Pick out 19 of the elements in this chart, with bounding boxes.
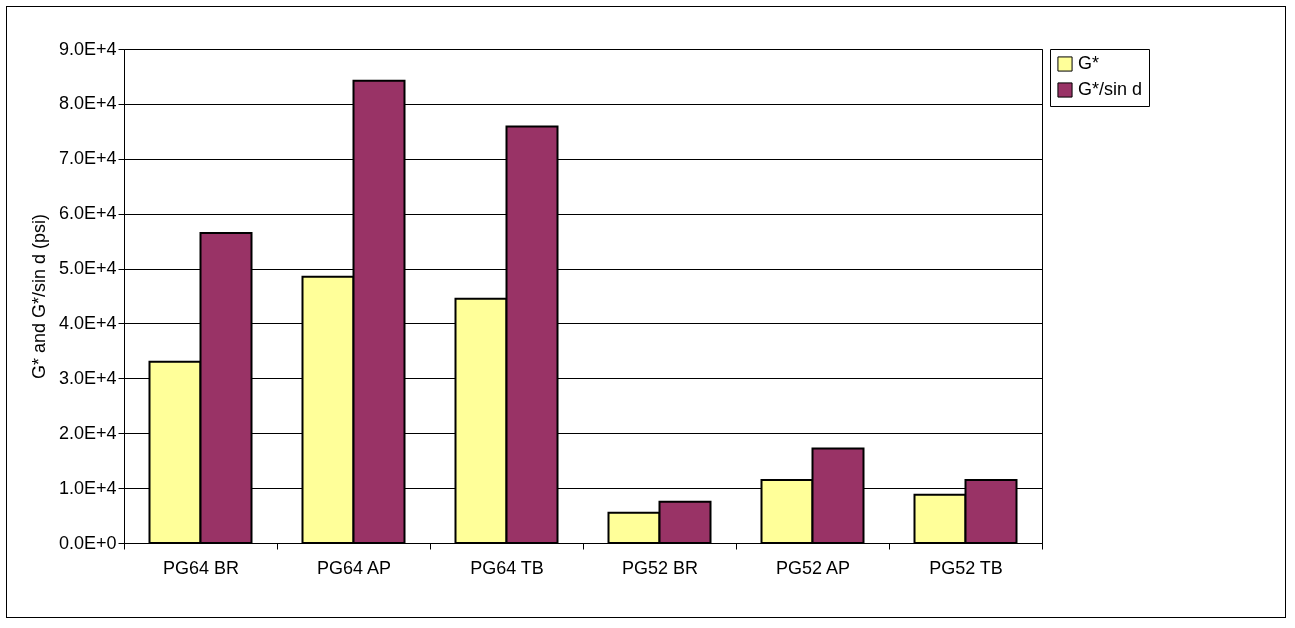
legend-label: G* (1078, 53, 1100, 73)
legend-label: G*/sin d (1078, 79, 1143, 99)
y-tick-label: 6.0E+4 (58, 203, 117, 224)
y-tick-label: 7.0E+4 (58, 148, 117, 169)
y-tick-label: 9.0E+4 (58, 38, 117, 59)
x-tick-label: PG64 TB (470, 557, 544, 578)
y-axis-title: G* and G*/sin d (psi) (28, 213, 49, 380)
y-tick-label: 3.0E+4 (58, 367, 117, 388)
x-tick-label: PG52 TB (929, 557, 1003, 578)
x-tick-label: PG52 BR (621, 557, 699, 578)
y-tick-label: 1.0E+4 (58, 477, 117, 498)
y-tick-label: 4.0E+4 (58, 312, 117, 333)
x-tick-label: PG52 AP (775, 557, 851, 578)
y-tick-label: 8.0E+4 (58, 93, 117, 114)
y-tick-label: 0.0E+0 (58, 532, 117, 553)
x-tick-label: PG64 BR (162, 557, 240, 578)
y-tick-label: 2.0E+4 (58, 422, 117, 443)
y-tick-label: 5.0E+4 (58, 258, 117, 279)
x-tick-label: PG64 AP (316, 557, 392, 578)
